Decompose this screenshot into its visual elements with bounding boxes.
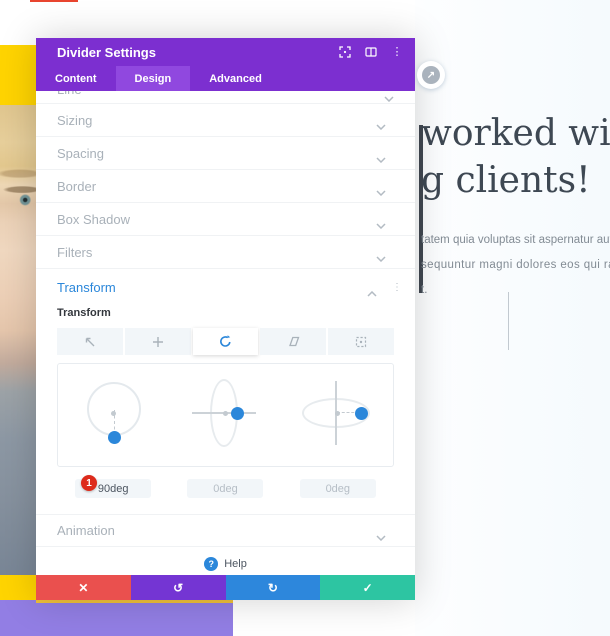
close-icon: ✕ xyxy=(78,580,89,595)
rotate-y-handle[interactable] xyxy=(355,406,369,420)
tab-design[interactable]: Design xyxy=(115,66,191,91)
section-transform[interactable]: Transform ⋮ xyxy=(36,269,415,305)
page-portrait-photo xyxy=(0,105,36,575)
divider-settings-modal: Divider Settings ⋮ Content xyxy=(36,38,415,600)
translate-icon xyxy=(152,336,163,347)
arrow-icon: ↗ xyxy=(422,66,440,84)
page-red-accent xyxy=(30,0,78,2)
help-label: Help xyxy=(224,558,247,570)
section-animation-label: Animation xyxy=(57,523,115,538)
modal-footer: ✕ ↺ ↻ ✓ xyxy=(36,575,415,600)
section-spacing-label: Spacing xyxy=(57,145,104,161)
chevron-down-icon xyxy=(376,150,386,164)
expand-icon[interactable] xyxy=(339,46,351,58)
page-purple-section xyxy=(0,600,233,636)
chevron-down-icon xyxy=(384,91,394,103)
transform-menu-ellipsis-icon[interactable]: ⋮ xyxy=(392,281,402,293)
section-line[interactable]: Line xyxy=(36,91,415,104)
chevron-up-icon xyxy=(367,284,377,297)
page-heading-line1: worked with xyxy=(421,113,610,154)
help-link[interactable]: ? Help xyxy=(36,547,415,575)
page-body-line3: t. xyxy=(421,284,428,296)
chevron-down-icon xyxy=(376,183,386,197)
rotate-x-handle[interactable] xyxy=(231,406,245,420)
page-dark-divider xyxy=(419,125,423,293)
menu-ellipsis-icon[interactable]: ⋮ xyxy=(391,46,403,58)
rotate-x-widget xyxy=(179,369,271,461)
rotate-x-input-cell xyxy=(169,479,281,498)
section-filters[interactable]: Filters xyxy=(36,236,415,269)
modal-title: Divider Settings xyxy=(57,44,156,60)
page-background xyxy=(415,0,610,636)
section-sizing-label: Sizing xyxy=(57,112,93,128)
page-heading: worked with g clients! xyxy=(421,110,610,204)
undo-icon: ↺ xyxy=(173,580,184,595)
modal-snap-button[interactable]: ↗ xyxy=(417,61,445,89)
transform-toolbar xyxy=(57,328,394,355)
skew-tool-button[interactable] xyxy=(260,328,327,355)
page-divider-element xyxy=(508,292,509,350)
rotate-tool-button[interactable] xyxy=(192,328,259,355)
rotate-icon xyxy=(220,335,231,347)
translate-tool-button[interactable] xyxy=(124,328,191,355)
save-button[interactable]: ✓ xyxy=(320,575,415,600)
rotate-z-center-dot xyxy=(111,410,117,416)
rotate-z-handle[interactable] xyxy=(107,431,121,444)
rotate-x-center-dot xyxy=(222,410,228,416)
rotate-y-center-dot xyxy=(334,410,340,416)
section-border[interactable]: Border xyxy=(36,170,415,203)
redo-button[interactable]: ↻ xyxy=(225,575,321,600)
rotate-y-input-cell xyxy=(282,479,394,498)
redo-icon: ↻ xyxy=(267,580,278,595)
skew-icon xyxy=(288,336,300,347)
rotate-y-dashed-line xyxy=(337,412,360,413)
chevron-down-icon xyxy=(376,117,386,131)
section-border-label: Border xyxy=(57,178,97,194)
section-box-shadow[interactable]: Box Shadow xyxy=(36,203,415,236)
section-line-label: Line xyxy=(57,91,82,97)
section-transform-label: Transform xyxy=(57,279,116,295)
scale-icon xyxy=(85,337,95,346)
discard-button[interactable]: ✕ xyxy=(36,575,131,600)
rotate-inputs-row: 1 xyxy=(57,475,394,498)
transform-field-label: Transform xyxy=(57,307,111,319)
rotate-z-dashed-line xyxy=(113,410,115,435)
rotate-y-widget xyxy=(291,369,383,461)
split-view-icon[interactable] xyxy=(365,46,377,58)
tab-content[interactable]: Content xyxy=(55,72,97,85)
section-sizing[interactable]: Sizing xyxy=(36,104,415,137)
page-body-line1: tatem quia voluptas sit aspernatur aut o… xyxy=(421,234,610,246)
rotate-z-widget xyxy=(68,369,160,461)
section-animation[interactable]: Animation xyxy=(36,514,415,547)
page-body-line2: sequuntur magni dolores eos qui ratione xyxy=(421,259,610,271)
modal-header-icons: ⋮ xyxy=(339,46,403,58)
modal-content: Line Sizing Spacing Border xyxy=(36,91,415,575)
tab-advanced[interactable]: Advanced xyxy=(209,72,262,85)
page-yellow-block-bottom xyxy=(0,575,36,600)
transform-panel: Transform xyxy=(36,305,415,514)
section-box-shadow-label: Box Shadow xyxy=(57,211,130,227)
rotate-y-input[interactable] xyxy=(299,479,376,498)
page-yellow-edge xyxy=(36,600,233,603)
section-spacing[interactable]: Spacing xyxy=(36,137,415,170)
rotate-z-input-cell: 1 xyxy=(57,475,169,498)
rotate-canvas xyxy=(57,363,394,467)
help-icon: ? xyxy=(204,557,219,571)
modal-tab-bar: Content Design Advanced xyxy=(36,66,415,91)
origin-tool-button[interactable] xyxy=(328,328,394,355)
rotate-x-input[interactable] xyxy=(187,479,264,498)
check-icon: ✓ xyxy=(362,580,373,595)
chevron-down-icon xyxy=(376,216,386,230)
section-filters-label: Filters xyxy=(57,244,93,260)
page-heading-line2: g clients! xyxy=(421,160,591,201)
modal-header[interactable]: Divider Settings ⋮ xyxy=(36,38,415,66)
transform-origin-icon xyxy=(355,336,367,347)
undo-button[interactable]: ↺ xyxy=(130,575,226,600)
scale-tool-button[interactable] xyxy=(57,328,123,355)
chevron-down-icon xyxy=(376,249,386,263)
chevron-down-icon xyxy=(376,528,386,541)
change-count-badge: 1 xyxy=(81,475,97,491)
